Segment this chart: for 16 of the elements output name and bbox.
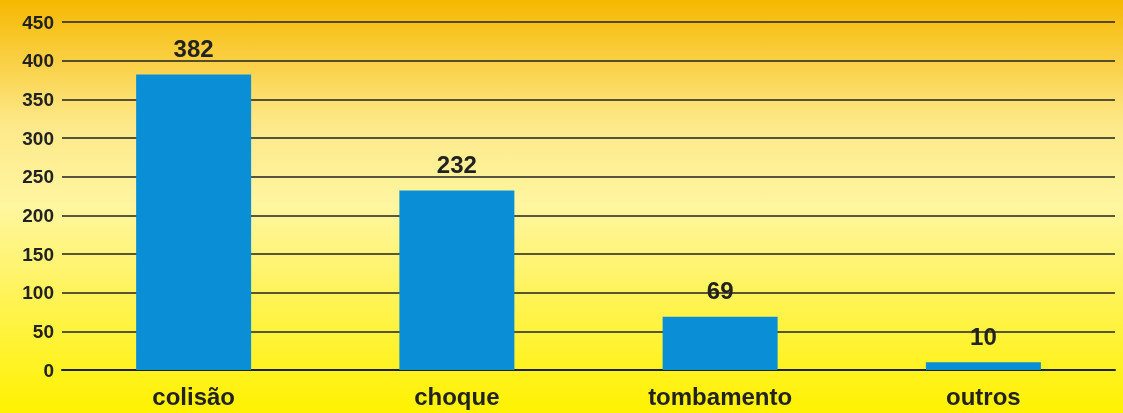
y-tick-label: 250	[22, 166, 54, 188]
y-tick-label: 200	[22, 204, 54, 226]
y-tick-label: 400	[22, 50, 54, 72]
y-tick-label: 450	[22, 11, 54, 33]
y-tick-label: 350	[22, 88, 54, 110]
y-tick-label: 150	[22, 243, 54, 265]
data-label: 382	[173, 35, 214, 63]
data-label: 232	[436, 151, 477, 179]
y-tick-label: 50	[32, 320, 54, 342]
y-tick-label: 0	[43, 359, 54, 381]
x-tick-label: colisão	[152, 382, 235, 410]
y-tick-label: 300	[22, 127, 54, 149]
y-tick-label: 100	[22, 282, 54, 304]
x-tick-label: outros	[946, 382, 1021, 410]
x-tick-label: tombamento	[648, 382, 793, 410]
x-tick-label: choque	[414, 382, 500, 410]
